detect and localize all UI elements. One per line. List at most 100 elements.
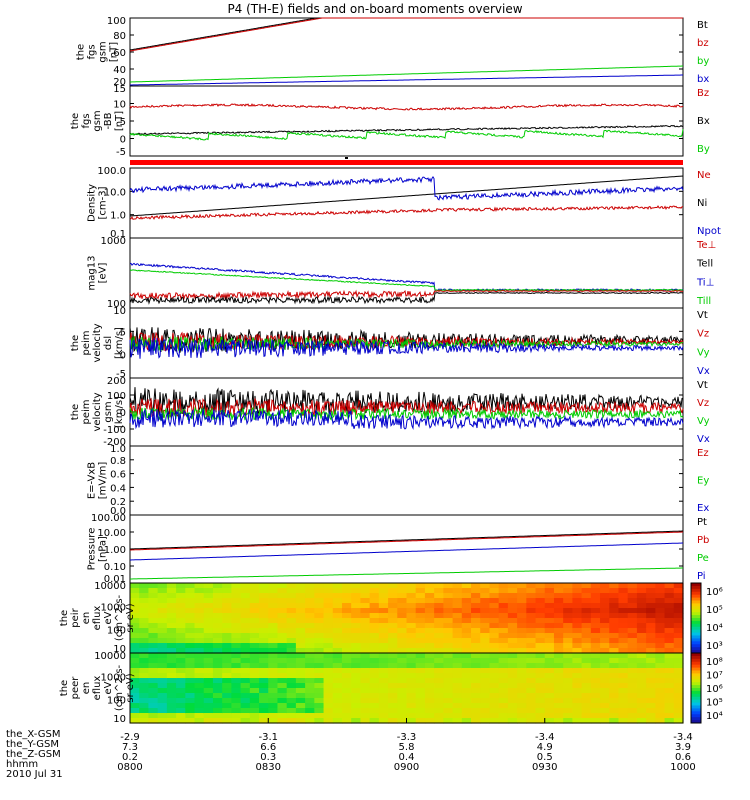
y-tick-label: 10.00 [97,528,126,539]
colorbar-tick-label: 10⁵ [706,605,723,616]
legend-bx: bx [697,74,709,85]
y-axis-label: fgs [87,44,98,59]
legend-Vz: Vz [697,398,709,409]
y-axis-label: Density [87,184,98,222]
y-axis-label: sr-eV) [125,673,136,702]
legend-Vt: Vt [697,310,708,321]
series-Bx [129,124,684,136]
legend-Bz: Bz [697,88,709,99]
y-tick-label: 1.0 [110,444,126,455]
y-tick-label: 0.1 [110,229,126,240]
xaxis-labels: the_X-GSM the_Y-GSM the_Z-GSM hhmm 2010 … [6,730,126,780]
colorbar-tick-label: 10⁶ [706,587,723,598]
y-axis-label: [cm-3] [98,186,109,219]
data-availability-bar [130,160,683,165]
series-Pb [130,531,683,551]
y-axis-label: [nT] [109,42,120,62]
y-axis-label: gsm [98,41,109,62]
x-tick-label: -3.3 [397,732,417,743]
legend-Ez: Ez [697,448,709,459]
y-tick-label: 0.8 [110,456,126,467]
y-axis-label: the [76,44,87,60]
y-axis-label: peim [81,330,92,355]
y-tick-label: 20 [113,77,126,88]
legend-Npot: Npot [697,226,721,237]
panel-2 [129,85,684,157]
legend-Vt: Vt [697,380,708,391]
series-Vy [129,336,684,352]
colorbar-tick-label: 10⁵ [706,698,723,709]
y-axis-label: peim [81,399,92,424]
y-tick-label: 0 [120,351,126,362]
legend-by: by [697,56,709,67]
series-Ti-perp [129,262,684,292]
legend-Vx: Vx [697,434,710,445]
y-axis-label: [km/s] [114,327,125,359]
y-axis-label: [eV] [98,263,109,284]
legend-Tell: Tell [696,259,713,270]
y-tick-label: 10000 [94,651,126,662]
y-tick-label: 1000 [101,672,126,683]
series-By [129,129,684,141]
y-axis-label: eflux [92,676,103,701]
y-axis-label: peer [70,676,81,700]
y-tick-label: 1000 [101,602,126,613]
x-tick-label: 0800 [117,762,142,773]
legend-Ne: Ne [697,170,711,181]
colorbar-tick-label: 10⁷ [706,671,723,682]
x-tick-label: 0930 [532,762,557,773]
series-Tell [129,291,684,305]
series-Npot [129,175,684,201]
y-tick-label: 60 [113,48,126,59]
y-axis-label: (cm^2-s- [114,594,125,641]
y-tick-label: 5 [120,117,126,128]
y-tick-label: -200 [103,437,126,448]
y-tick-label: 0.4 [110,483,126,494]
y-axis-label: -BB [103,112,114,129]
colorbar-tick-label: 10⁶ [706,684,723,695]
series-Pi [130,542,683,561]
y-axis-label: Pressure [87,528,98,571]
y-tick-label: 15 [113,84,126,95]
chart-title: P4 (TH-E) fields and on-board moments ov… [227,2,523,16]
y-axis-label: dsl [103,336,114,350]
legend-Till: Till [696,296,711,307]
y-tick-label: 0.01 [104,574,126,585]
y-axis-label: eflux [92,606,103,631]
y-tick-label: 1.00 [104,545,126,556]
y-axis-label: E=-VxB [87,462,98,499]
series-Till [129,269,684,292]
y-tick-label: 80 [113,31,126,42]
legend-Pb: Pb [697,535,709,546]
series-bx [130,74,683,86]
y-tick-label: 100 [107,391,126,402]
y-axis-label: velocity [92,392,103,431]
y-axis-label: eV [103,611,114,624]
colorbar-tick-label: 10³ [706,641,723,652]
x-tick-label: 0.3 [260,752,276,763]
y-axis-label: [nPa] [98,536,109,562]
y-tick-label: 100 [107,299,126,310]
colorbar-tick-label: 10⁸ [706,657,723,668]
y-axis-label: the [59,610,70,626]
legend-bz: bz [697,38,709,49]
y-axis-label: the [70,404,81,420]
legend-Vy: Vy [697,416,710,427]
y-tick-label: 100 [107,696,126,707]
x-tick-label: 0.5 [537,752,553,763]
xaxis-label-time: hhmm [6,759,39,770]
x-tick-label: 6.6 [260,742,276,753]
series-by [130,65,683,83]
y-tick-label: 0.0 [110,506,126,517]
x-tick-label: 0.2 [122,752,138,763]
x-tick-label: 0.6 [675,752,691,763]
y-tick-label: 0.2 [110,497,126,508]
y-tick-label: 0 [120,408,126,419]
xaxis-label-x: the_X-GSM [6,729,61,740]
x-tick-label: 7.3 [122,742,138,753]
y-tick-label: 10 [113,714,126,725]
y-tick-label: 100.0 [97,166,126,177]
y-axis-label: velocity [92,323,103,362]
date-label: 2010 Jul 31 [6,769,63,780]
x-tick-label: 5.8 [399,742,415,753]
